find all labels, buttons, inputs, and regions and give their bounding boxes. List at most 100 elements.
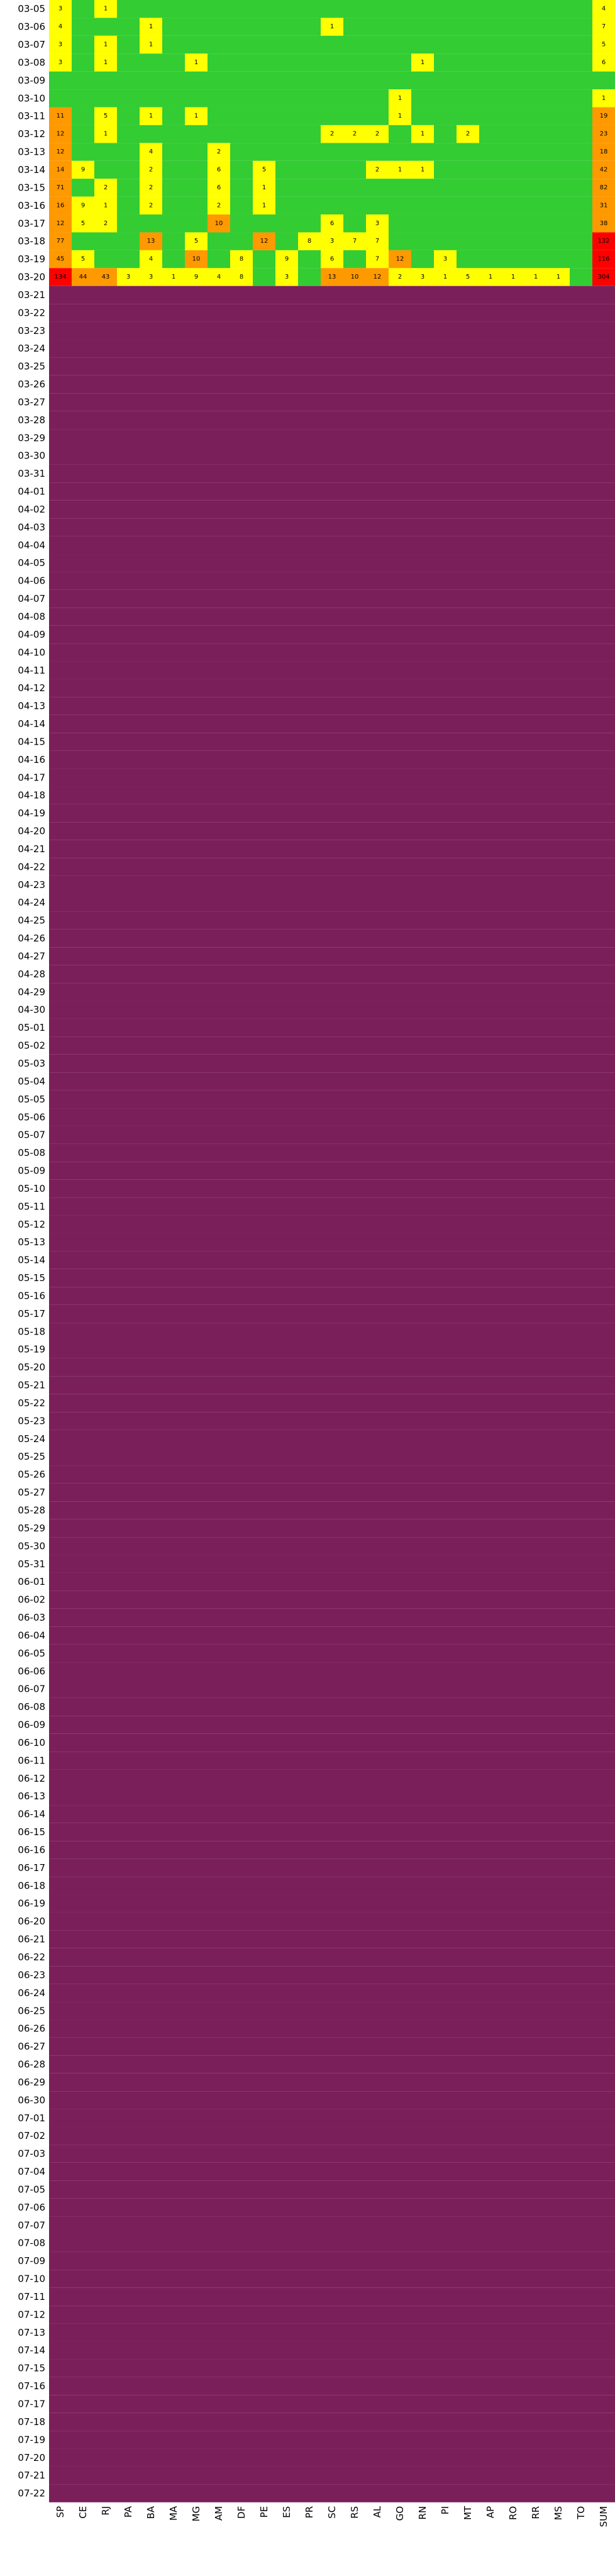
heatmap-cell [117, 1304, 140, 1323]
heatmap-cell [524, 804, 547, 823]
heatmap-cell [208, 1984, 230, 2002]
heatmap-cell [411, 929, 434, 948]
heatmap-cell [298, 2359, 321, 2377]
heatmap-cell [547, 608, 570, 626]
heatmap-cell [298, 1501, 321, 1519]
heatmap-cell [524, 822, 547, 840]
date-label: 06-13 [18, 1790, 45, 1802]
heatmap-cell [366, 1430, 389, 1448]
heatmap-cell [94, 500, 117, 519]
heatmap-cell [457, 2306, 479, 2324]
heatmap-cell [479, 1304, 502, 1323]
heatmap-cell [570, 1912, 592, 1931]
heatmap-cell [140, 1823, 162, 1841]
heatmap-cell [343, 196, 366, 215]
heatmap-cell [117, 1269, 140, 1287]
heatmap-cell [253, 714, 275, 733]
cell-value: 3 [149, 274, 153, 280]
heatmap-cell [592, 589, 615, 608]
heatmap-cell [253, 143, 275, 161]
heatmap-cell [434, 339, 457, 358]
heatmap-cell [185, 750, 208, 769]
heatmap-cell [457, 2180, 479, 2199]
heatmap-cell [389, 697, 411, 715]
heatmap-cell [275, 304, 298, 322]
heatmap-cell [162, 1126, 185, 1144]
heatmap-cell [434, 18, 457, 36]
heatmap-cell [94, 1448, 117, 1466]
heatmap-cell [547, 2270, 570, 2288]
heatmap-cell [479, 1626, 502, 1645]
heatmap-cell [275, 411, 298, 430]
heatmap-cell [140, 804, 162, 823]
heatmap-cell [592, 2180, 615, 2199]
heatmap-cell [140, 518, 162, 536]
heatmap-cell [72, 1001, 94, 1019]
heatmap-cell [253, 1483, 275, 1502]
heatmap-cell [524, 786, 547, 804]
heatmap-cell [140, 965, 162, 984]
heatmap-cell [366, 107, 389, 125]
heatmap-cell [389, 911, 411, 930]
heatmap-cell [230, 1697, 253, 1716]
heatmap-cell [275, 679, 298, 697]
heatmap-cell [94, 2412, 117, 2431]
heatmap-cell [524, 1966, 547, 1984]
heatmap-cell [479, 1072, 502, 1091]
heatmap-cell [389, 1143, 411, 1162]
heatmap-cell [162, 2145, 185, 2163]
heatmap-cell [117, 2073, 140, 2092]
date-label: 03-27 [18, 396, 45, 408]
heatmap-cell [208, 2073, 230, 2092]
heatmap-cell [366, 572, 389, 590]
heatmap-cell [411, 2306, 434, 2324]
heatmap-cell [457, 1036, 479, 1055]
heatmap-cell [343, 1287, 366, 1305]
heatmap-cell [230, 1680, 253, 1698]
heatmap-cell [162, 482, 185, 501]
heatmap-cell [389, 2251, 411, 2270]
heatmap-cell [253, 89, 275, 108]
heatmap-cell [592, 250, 615, 269]
heatmap-cell [253, 1376, 275, 1394]
heatmap-cell [366, 1680, 389, 1698]
heatmap-cell [185, 214, 208, 233]
heatmap-cell [343, 894, 366, 912]
heatmap-cell [72, 2109, 94, 2127]
state-label: MT [462, 2506, 474, 2520]
date-label: 04-09 [18, 629, 45, 640]
heatmap-cell [49, 1966, 72, 1984]
heatmap-cell [162, 518, 185, 536]
heatmap-cell [434, 2037, 457, 2056]
heatmap-cell [321, 321, 343, 340]
heatmap-cell [524, 679, 547, 697]
heatmap-cell [343, 2484, 366, 2502]
heatmap-cell [94, 1054, 117, 1073]
heatmap-cell [72, 1894, 94, 1913]
heatmap-cell [162, 1108, 185, 1126]
heatmap-cell [230, 1251, 253, 1269]
heatmap-cell [298, 2073, 321, 2092]
heatmap-cell [547, 2395, 570, 2413]
heatmap-cell [502, 1519, 524, 1538]
heatmap-cell [366, 464, 389, 483]
heatmap-cell [185, 554, 208, 572]
heatmap-cell [230, 1465, 253, 1484]
heatmap-cell [117, 1448, 140, 1466]
heatmap-cell [389, 1841, 411, 1859]
heatmap-cell [457, 1894, 479, 1913]
heatmap-cell [72, 2055, 94, 2074]
heatmap-cell [411, 160, 434, 179]
heatmap-cell [117, 804, 140, 823]
heatmap-cell [72, 107, 94, 125]
heatmap-cell [185, 1519, 208, 1538]
heatmap-cell [208, 1036, 230, 1055]
heatmap-cell [230, 1644, 253, 1663]
heatmap-cell [117, 375, 140, 394]
heatmap-cell [366, 1716, 389, 1734]
heatmap-cell [547, 2180, 570, 2199]
heatmap-cell [524, 2037, 547, 2056]
heatmap-cell [434, 196, 457, 215]
heatmap-cell [366, 804, 389, 823]
heatmap-cell [253, 947, 275, 965]
